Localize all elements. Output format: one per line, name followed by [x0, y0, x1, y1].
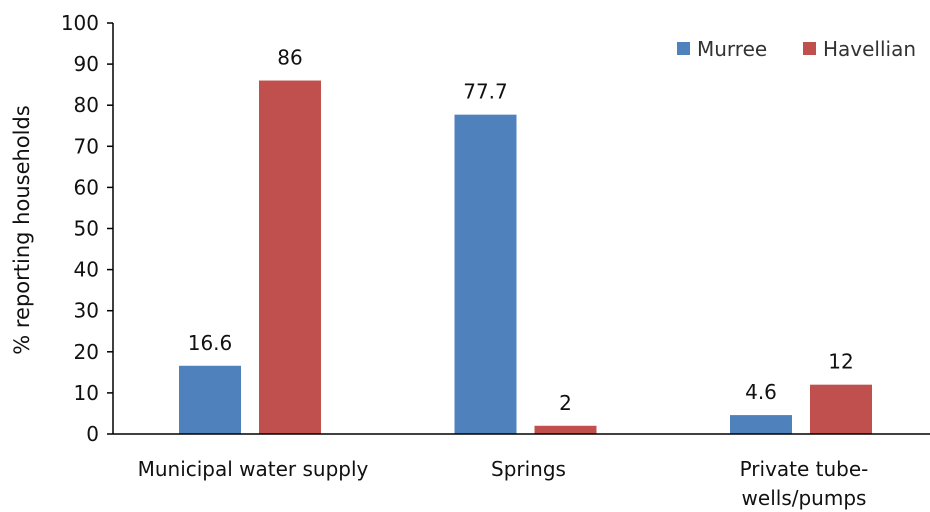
y-tick-label: 40: [74, 258, 99, 282]
y-tick-label: 70: [74, 134, 99, 158]
category-label: Springs: [491, 457, 566, 481]
data-labels: 16.6 77.7 4.6 86 2 12: [188, 46, 854, 415]
data-label: 16.6: [188, 331, 233, 355]
bar-murree: [179, 365, 241, 434]
y-tick-label: 60: [74, 175, 99, 199]
category-label-line: Springs: [491, 457, 566, 481]
category-label-line: wells/pumps: [742, 486, 867, 510]
y-tick-label: 80: [74, 93, 99, 117]
data-label: 77.7: [463, 80, 508, 104]
data-label: 2: [559, 391, 572, 415]
category-labels: Municipal water supply Springs Private tub…: [138, 457, 869, 510]
y-tick-label: 0: [86, 422, 99, 446]
legend: Murree Havellian: [677, 37, 916, 61]
y-axis-title: % reporting households: [10, 105, 34, 355]
legend-label-murree: Murree: [697, 37, 767, 61]
legend-swatch-murree: [677, 42, 690, 55]
y-tick-label: 90: [74, 52, 99, 76]
category-label-line: Municipal water supply: [138, 457, 369, 481]
category-label: Municipal water supply: [138, 457, 369, 481]
y-tick-label: 30: [74, 299, 99, 323]
y-tick-label: 10: [74, 381, 99, 405]
category-label-line: Private tube-: [740, 457, 869, 481]
y-axis-ticks: 0 10 20 30 40 50 60 70 80 90 100: [61, 11, 113, 446]
data-label: 4.6: [745, 380, 777, 404]
bar-havellian: [259, 80, 321, 434]
y-tick-label: 50: [74, 217, 99, 241]
y-tick-label: 100: [61, 11, 99, 35]
bar-havellian: [810, 384, 872, 434]
legend-label-havellian: Havellian: [823, 37, 916, 61]
y-tick-label: 20: [74, 340, 99, 364]
category-label: Private tube-wells/pumps: [740, 457, 869, 510]
data-label: 86: [277, 46, 302, 70]
data-label: 12: [828, 350, 853, 374]
bars: [179, 80, 872, 434]
bar-murree: [454, 114, 517, 434]
bar-havellian: [534, 425, 597, 434]
legend-swatch-havellian: [803, 42, 816, 55]
bar-murree: [730, 415, 792, 434]
